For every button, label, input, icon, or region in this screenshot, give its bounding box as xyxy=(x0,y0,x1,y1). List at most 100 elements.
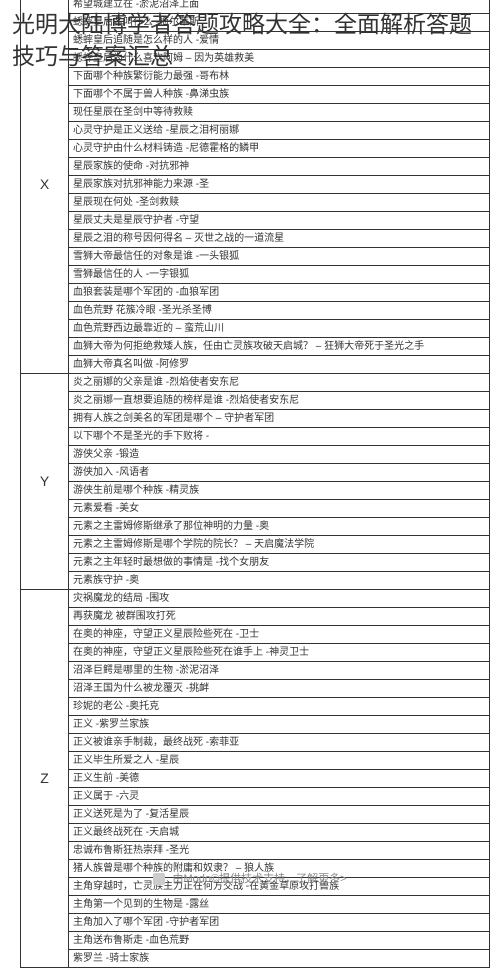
table-row: 星辰家族对抗邪神能力来源 -圣 xyxy=(21,176,490,194)
table-row: 游侠父亲 -锻造 xyxy=(21,446,490,464)
table-row: 血狮大帝为何拒绝救矮人族，任由亡灵族攻破天启城？ – 狂狮大帝死于圣光之手 xyxy=(21,338,490,356)
table-row: X希望城建立在 -淤泥沼泽上面 xyxy=(21,0,490,14)
table-row: 元素之主年轻时最想做的事情是 -找个女朋友 xyxy=(21,554,490,572)
qa-cell: 正义送死是为了 -复活星辰 xyxy=(69,806,490,824)
footer-text[interactable]: 由Modo©提供技术支持，了解更多> xyxy=(173,873,347,885)
qa-cell: 沼泽巨鳄是哪里的生物 -淤泥沼泽 xyxy=(69,662,490,680)
qa-cell: 正义被谁亲手制裁，最终战死 -索菲亚 xyxy=(69,734,490,752)
table-row: 再获魔龙 被群围攻打死 xyxy=(21,608,490,626)
qa-table: X希望城建立在 -淤泥沼泽上面蟋蟀皇后名叫什么 -梅尔蒂斯蟋蟀皇后追随是怎么样的… xyxy=(20,0,490,968)
qa-cell: 紫罗兰 -骑士家族 xyxy=(69,950,490,968)
table-row: 正义 -紫罗兰家族 xyxy=(21,716,490,734)
qa-cell: 雪狮最信任的人 -一字银狐 xyxy=(69,266,490,284)
table-row: 正义送死是为了 -复活星辰 xyxy=(21,806,490,824)
table-row: 正义毕生所爱之人 -星辰 xyxy=(21,752,490,770)
table-row: 元素族守护 -奥 xyxy=(21,572,490,590)
table-row: 主角加入了哪个军团 -守护者军团 xyxy=(21,914,490,932)
table-row: 蟋蟀皇后为什么喜欢阿姆 – 因为英雄救美 xyxy=(21,50,490,68)
table-row: 游侠加入 -风语者 xyxy=(21,464,490,482)
qa-cell: 正义毕生所爱之人 -星辰 xyxy=(69,752,490,770)
qa-cell: 星辰家族的使命 -对抗邪神 xyxy=(69,158,490,176)
qa-cell: 蟋蟀皇后追随是怎么样的人 -爱情 xyxy=(69,32,490,50)
qa-cell: 元素之主雷姆修斯继承了那位神明的力量 -奥 xyxy=(69,518,490,536)
table-row: 星辰家族的使命 -对抗邪神 xyxy=(21,158,490,176)
qa-cell: 主角第一个见到的生物是 -露丝 xyxy=(69,896,490,914)
qa-cell: 忠诚布鲁斯狂热崇拜 -圣光 xyxy=(69,842,490,860)
qa-cell: 主角加入了哪个军团 -守护者军团 xyxy=(69,914,490,932)
qa-cell: 星辰家族对抗邪神能力来源 -圣 xyxy=(69,176,490,194)
qa-cell: 游侠父亲 -锻造 xyxy=(69,446,490,464)
qa-cell: 蟋蟀皇后为什么喜欢阿姆 – 因为英雄救美 xyxy=(69,50,490,68)
qa-cell: 以下哪个不是圣光的手下败将 - xyxy=(69,428,490,446)
table-row: 心灵守护是正义送给 -星辰之泪柯丽娜 xyxy=(21,122,490,140)
table-row: 血色荒野 花簇冷眼 -圣光杀圣博 xyxy=(21,302,490,320)
category-cell: X xyxy=(21,0,69,374)
table-row: 心灵守护由什么材料铸造 -尼德霍格的鳞甲 xyxy=(21,140,490,158)
qa-cell: 珍妮的老公 -奥托克 xyxy=(69,698,490,716)
table-row: 星辰现在何处 -圣剑救赎 xyxy=(21,194,490,212)
qa-cell: 星辰之泪的称号因何得名 – 灭世之战的一道流星 xyxy=(69,230,490,248)
table-row: 以下哪个不是圣光的手下败将 - xyxy=(21,428,490,446)
qa-cell: 拥有人族之剑美名的军团是哪个 – 守护者军团 xyxy=(69,410,490,428)
qa-cell: 在奥的神座，守望正义星辰险些死在 -卫士 xyxy=(69,626,490,644)
table-wrapper: X希望城建立在 -淤泥沼泽上面蟋蟀皇后名叫什么 -梅尔蒂斯蟋蟀皇后追随是怎么样的… xyxy=(0,0,500,968)
qa-cell: 元素之主年轻时最想做的事情是 -找个女朋友 xyxy=(69,554,490,572)
table-row: 血狼套装是哪个军团的 -血狼军团 xyxy=(21,284,490,302)
table-row: Y炎之丽娜的父亲是谁 -烈焰使者安东尼 xyxy=(21,374,490,392)
qa-cell: 血狮大帝为何拒绝救矮人族，任由亡灵族攻破天启城？ – 狂狮大帝死于圣光之手 xyxy=(69,338,490,356)
table-row: 珍妮的老公 -奥托克 xyxy=(21,698,490,716)
qa-cell: 血色荒野西边最靠近的 – 蛮荒山川 xyxy=(69,320,490,338)
table-row: 在奥的神座，守望正义星辰险些死在 -卫士 xyxy=(21,626,490,644)
qa-cell: 灾祸魔龙的结局 -围攻 xyxy=(69,590,490,608)
qa-cell: 下面哪个不属于兽人种族 -鼻涕虫族 xyxy=(69,86,490,104)
table-row: 拥有人族之剑美名的军团是哪个 – 守护者军团 xyxy=(21,410,490,428)
category-cell: Z xyxy=(21,590,69,968)
qa-cell: 正义属于 -六灵 xyxy=(69,788,490,806)
footer: 由Modo©提供技术支持，了解更多> xyxy=(0,870,500,886)
qa-cell: 炎之丽娜一直想要追随的榜样是谁 -烈焰使者安东尼 xyxy=(69,392,490,410)
table-row: 蟋蟀皇后追随是怎么样的人 -爱情 xyxy=(21,32,490,50)
table-row: 炎之丽娜一直想要追随的榜样是谁 -烈焰使者安东尼 xyxy=(21,392,490,410)
qa-cell: 星辰现在何处 -圣剑救赎 xyxy=(69,194,490,212)
qa-cell: 游侠加入 -风语者 xyxy=(69,464,490,482)
table-row: 主角送布鲁斯走 -血色荒野 xyxy=(21,932,490,950)
table-row: 星辰之泪的称号因何得名 – 灭世之战的一道流星 xyxy=(21,230,490,248)
qa-cell: 心灵守护由什么材料铸造 -尼德霍格的鳞甲 xyxy=(69,140,490,158)
qa-cell: 希望城建立在 -淤泥沼泽上面 xyxy=(69,0,490,14)
table-row: 正义属于 -六灵 xyxy=(21,788,490,806)
qa-cell: 沼泽王国为什么被龙覆灭 -挑衅 xyxy=(69,680,490,698)
table-row: 元素之主雷姆修斯是哪个学院的院长？ – 天启魔法学院 xyxy=(21,536,490,554)
table-row: 雪狮最信任的人 -一字银狐 xyxy=(21,266,490,284)
qa-cell: 元素族守护 -奥 xyxy=(69,572,490,590)
qa-cell: 现任星辰在圣剑中等待救赎 xyxy=(69,104,490,122)
qa-cell: 正义 -紫罗兰家族 xyxy=(69,716,490,734)
table-row: 元素之主雷姆修斯继承了那位神明的力量 -奥 xyxy=(21,518,490,536)
qa-cell: 在奥的神座，守望正义星辰险些死在谁手上 -神灵卫士 xyxy=(69,644,490,662)
table-row: 现任星辰在圣剑中等待救赎 xyxy=(21,104,490,122)
table-row: Z灾祸魔龙的结局 -围攻 xyxy=(21,590,490,608)
qa-cell: 血色荒野 花簇冷眼 -圣光杀圣博 xyxy=(69,302,490,320)
table-row: 沼泽王国为什么被龙覆灭 -挑衅 xyxy=(21,680,490,698)
table-row: 主角第一个见到的生物是 -露丝 xyxy=(21,896,490,914)
table-row: 雪狮大帝最信任的对象是谁 -一头银狐 xyxy=(21,248,490,266)
qa-cell: 心灵守护是正义送给 -星辰之泪柯丽娜 xyxy=(69,122,490,140)
qa-cell: 正义生前 -美德 xyxy=(69,770,490,788)
qa-cell: 主角送布鲁斯走 -血色荒野 xyxy=(69,932,490,950)
table-row: 沼泽巨鳄是哪里的生物 -淤泥沼泽 xyxy=(21,662,490,680)
table-row: 下面哪个种族繁衍能力最强 -哥布林 xyxy=(21,68,490,86)
qa-cell: 星辰丈夫是星辰守护者 -守望 xyxy=(69,212,490,230)
qa-cell: 雪狮大帝最信任的对象是谁 -一头银狐 xyxy=(69,248,490,266)
qa-cell: 游侠生前是哪个种族 -精灵族 xyxy=(69,482,490,500)
qa-cell: 炎之丽娜的父亲是谁 -烈焰使者安东尼 xyxy=(69,374,490,392)
table-row: 紫罗兰 -骑士家族 xyxy=(21,950,490,968)
footer-icon xyxy=(153,873,165,885)
table-row: 元素爱看 -美女 xyxy=(21,500,490,518)
qa-cell: 元素爱看 -美女 xyxy=(69,500,490,518)
qa-cell: 再获魔龙 被群围攻打死 xyxy=(69,608,490,626)
table-row: 血色荒野西边最靠近的 – 蛮荒山川 xyxy=(21,320,490,338)
table-row: 蟋蟀皇后名叫什么 -梅尔蒂斯 xyxy=(21,14,490,32)
qa-cell: 正义最终战死在 -天启城 xyxy=(69,824,490,842)
table-row: 在奥的神座，守望正义星辰险些死在谁手上 -神灵卫士 xyxy=(21,644,490,662)
table-row: 游侠生前是哪个种族 -精灵族 xyxy=(21,482,490,500)
table-row: 正义被谁亲手制裁，最终战死 -索菲亚 xyxy=(21,734,490,752)
